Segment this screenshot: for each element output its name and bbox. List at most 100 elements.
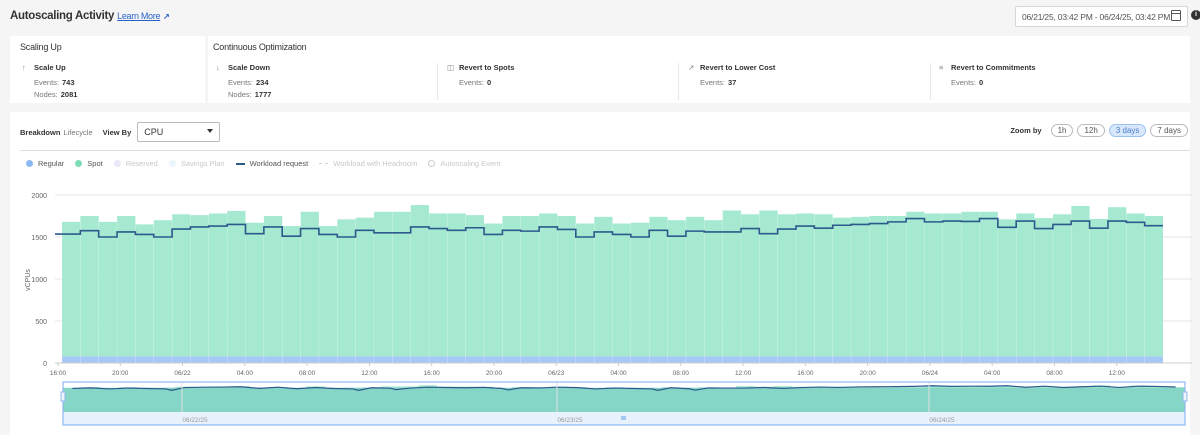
bar-regular [869, 356, 888, 363]
y-tick-label: 0 [43, 361, 47, 368]
legend-dot-icon [168, 160, 176, 167]
bar-regular [722, 356, 741, 363]
x-tick-label: 08:00 [299, 370, 316, 377]
x-tick-label: 04:00 [237, 370, 254, 377]
x-tick-label: 06/22 [174, 370, 191, 377]
range-navigator: 06/22/25 06/23/25 06/24/25 [60, 381, 1188, 426]
legend-item-reserved[interactable]: Reserved [113, 159, 158, 168]
bar-spot [502, 216, 521, 357]
bar-regular [227, 356, 246, 363]
legend-item-spot[interactable]: Spot [75, 159, 103, 168]
bar-spot [135, 224, 154, 357]
bar-regular [282, 356, 301, 363]
bar-regular [796, 356, 815, 363]
bar-regular [117, 356, 136, 363]
navigator-left-handle[interactable] [60, 391, 66, 402]
bar-spot [1107, 207, 1127, 357]
bar-spot [961, 211, 980, 357]
date-range-value: 06/21/25, 03:42 PM - 06/24/25, 03:42 PM [1022, 12, 1171, 22]
events-label: Events: [228, 78, 254, 87]
bar-regular [392, 356, 411, 363]
nodes-label: Nodes: [228, 90, 252, 99]
info-icon[interactable]: i [1191, 10, 1200, 20]
bar-spot [832, 217, 852, 357]
autoscaling-chart: 0 500 1000 1500 2000 vCPUs 16:00 20:00 06/22 04:0… [25, 193, 1192, 426]
divider [930, 63, 931, 100]
bar-spot [62, 221, 81, 357]
zoom-12h-button[interactable]: 12h [1077, 124, 1105, 137]
x-tick-label: 16:00 [797, 370, 814, 377]
bar-spot [429, 213, 448, 357]
bar-regular [649, 356, 668, 363]
divider [678, 63, 679, 100]
bar-spot [1144, 216, 1163, 357]
bar-regular [355, 356, 374, 363]
navigator-scroll-grip[interactable] [621, 416, 626, 420]
navigator-right-handle[interactable] [1182, 391, 1188, 402]
events-value: 0 [487, 78, 492, 87]
bar-spot [208, 213, 228, 357]
bar-regular [502, 356, 521, 363]
zoom-3days-button[interactable]: 3 days [1108, 124, 1147, 137]
bar-spot [777, 214, 796, 357]
legend-item-regular[interactable]: Regular [26, 159, 64, 168]
external-link-icon[interactable]: ↗ [163, 12, 170, 21]
date-range-picker[interactable]: 06/21/25, 03:42 PM - 06/24/25, 03:42 PM [1015, 6, 1188, 27]
legend-label: Reserved [125, 159, 158, 168]
view-by-select[interactable]: CPU [137, 122, 221, 142]
bar-regular [814, 356, 833, 363]
legend-item-autoscaling-event[interactable]: Autoscaling Event [428, 159, 500, 168]
bar-spot [373, 211, 393, 357]
bar-regular [832, 356, 852, 363]
legend-label: Spot [87, 159, 103, 168]
events-label: Events: [951, 78, 977, 87]
navigator-selection [62, 381, 1186, 426]
workload-request-line [55, 217, 1163, 238]
bar-regular [1016, 356, 1035, 363]
bar-spot [630, 222, 650, 357]
x-tick-label: 12:00 [361, 370, 378, 377]
legend-item-workload-request[interactable]: Workload request [235, 159, 308, 168]
zoom-1h-button[interactable]: 1h [1050, 124, 1074, 137]
bar-spot [575, 223, 595, 357]
legend-label: Savings Plan [180, 159, 225, 168]
events-label: Events: [700, 78, 726, 87]
metric-label: Revert to Spots [459, 63, 515, 72]
x-tick-label: 06/24 [922, 370, 939, 377]
legend-item-workload-with-headroom[interactable]: Workload with Headroom [319, 159, 417, 168]
zoom-controls: Zoom by 1h 12h 3 days 7 days [1010, 124, 1188, 137]
learn-more-link[interactable]: Learn More [117, 11, 161, 21]
summary-card: Scaling Up ↑ Scale Up Events: 743 Nodes: 20… [10, 36, 1190, 103]
bar-regular [153, 356, 173, 363]
bar-regular [740, 356, 760, 363]
bar-spot [704, 220, 723, 357]
x-tick-label: 12:00 [1109, 370, 1126, 377]
chart-legend: Regular Spot Reserved Savings Plan Workload … [26, 159, 511, 168]
y-tick-label: 500 [35, 319, 47, 326]
bar-regular [465, 356, 485, 363]
bar-regular [1071, 356, 1090, 363]
legend-item-savings-plan[interactable]: Savings Plan [168, 159, 225, 168]
bar-regular [557, 356, 576, 363]
calendar-icon[interactable] [1171, 10, 1181, 21]
bar-regular [685, 356, 705, 363]
bar-spot [1071, 205, 1090, 357]
bar-spot [1089, 218, 1108, 357]
bar-spot [851, 216, 870, 357]
bar-regular [630, 356, 650, 363]
bar-regular [447, 356, 466, 363]
zoom-label: Zoom by [1010, 126, 1042, 135]
arrow-up-icon: ↑ [22, 63, 26, 72]
bar-regular [575, 356, 595, 363]
cube-icon: ◫ [447, 63, 455, 72]
events-value: 743 [62, 78, 75, 87]
breakdown-value[interactable]: Lifecycle [63, 127, 93, 137]
bar-regular [594, 356, 613, 363]
legend-label: Autoscaling Event [440, 159, 501, 168]
zoom-7days-button[interactable]: 7 days [1150, 124, 1188, 137]
bar-regular [208, 356, 228, 363]
bar-spot [887, 216, 907, 357]
bar-regular [906, 356, 925, 363]
bar-regular [337, 356, 356, 363]
bar-regular [942, 356, 962, 363]
